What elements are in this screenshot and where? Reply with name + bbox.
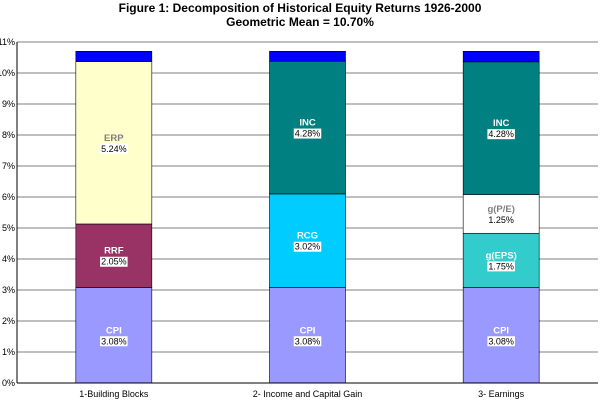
bar-segment — [269, 60, 346, 195]
segment-name-label: CPI — [300, 325, 316, 336]
bar-segment — [75, 287, 153, 384]
y-tick-label: 11% — [0, 37, 15, 47]
segment-value-label: 1.75% — [488, 261, 514, 271]
y-tick-label: 9% — [2, 99, 15, 109]
bar-segment — [75, 61, 153, 225]
labels-layer: CPI3.08%RRF2.05%ERP5.24%CPI3.08%RCG3.02%… — [100, 118, 517, 347]
segment-value-background — [293, 241, 322, 252]
bar-segment — [462, 287, 540, 384]
y-tick-label: 7% — [2, 161, 15, 171]
axes-layer: 0% 1% 2% 3% 4% 5% 6% 7% 8% 9% 10% 11% 1-Building Blo… — [0, 37, 598, 399]
chart-title: Figure 1: Decomposition of Historical Eq… — [119, 1, 482, 15]
segment-name-label: g(EPS) — [486, 250, 517, 261]
segment-value-label: 5.24% — [101, 144, 127, 154]
y-tick-label: 5% — [2, 223, 15, 233]
segment-value-label: 3.02% — [295, 242, 321, 252]
segment-name-label: RCG — [297, 231, 318, 242]
bar-segment — [75, 223, 153, 288]
segment-value-label: 3.08% — [101, 336, 127, 346]
bar-segment — [75, 50, 153, 62]
segment-value-label: 1.25% — [488, 215, 514, 225]
chart-subtitle: Geometric Mean = 10.70% — [226, 15, 374, 29]
segment-name-label: g(P/E) — [487, 204, 514, 215]
x-category-label: 2- Income and Capital Gain — [253, 389, 363, 399]
y-tick-label: 10% — [0, 68, 15, 78]
y-tick-label: 4% — [2, 254, 15, 264]
segment-value-background — [487, 129, 515, 140]
bar-segment — [462, 232, 540, 288]
y-tick-label: 2% — [2, 316, 15, 326]
segment-value-label: 3.08% — [488, 336, 514, 346]
segment-name-label: RRF — [104, 246, 124, 257]
bar-segment — [462, 194, 540, 234]
y-tick-label: 6% — [2, 192, 15, 202]
y-tick-label: 0% — [2, 378, 15, 388]
bar-segment — [269, 50, 346, 62]
y-tick-label: 8% — [2, 130, 15, 140]
x-category-label: 1-Building Blocks — [79, 389, 149, 399]
y-tick-label: 3% — [2, 285, 15, 295]
segment-name-label: INC — [299, 118, 316, 129]
bars-layer — [75, 50, 540, 384]
segment-name-label: ERP — [104, 133, 124, 144]
segment-value-label: 2.05% — [101, 257, 127, 267]
segment-name-label: CPI — [106, 325, 122, 336]
bar-segment — [269, 193, 346, 288]
bar-segment — [462, 61, 540, 195]
x-category-label: 3- Earnings — [478, 389, 525, 399]
segment-value-background — [100, 256, 128, 267]
segment-name-label: INC — [493, 118, 510, 129]
segment-value-background — [487, 336, 515, 347]
y-tick-label: 1% — [2, 347, 15, 357]
bar-segment — [462, 50, 540, 63]
bar-segment — [269, 287, 346, 384]
segment-value-background — [293, 336, 322, 347]
segment-value-background — [100, 143, 128, 154]
segment-value-label: 4.28% — [295, 129, 321, 139]
segment-value-background — [487, 261, 515, 272]
segment-value-background — [487, 214, 515, 225]
segment-value-label: 3.08% — [295, 336, 321, 346]
segment-name-label: CPI — [493, 325, 509, 336]
segment-value-background — [293, 128, 322, 139]
segment-value-background — [100, 336, 128, 347]
segment-value-label: 4.28% — [488, 129, 514, 139]
